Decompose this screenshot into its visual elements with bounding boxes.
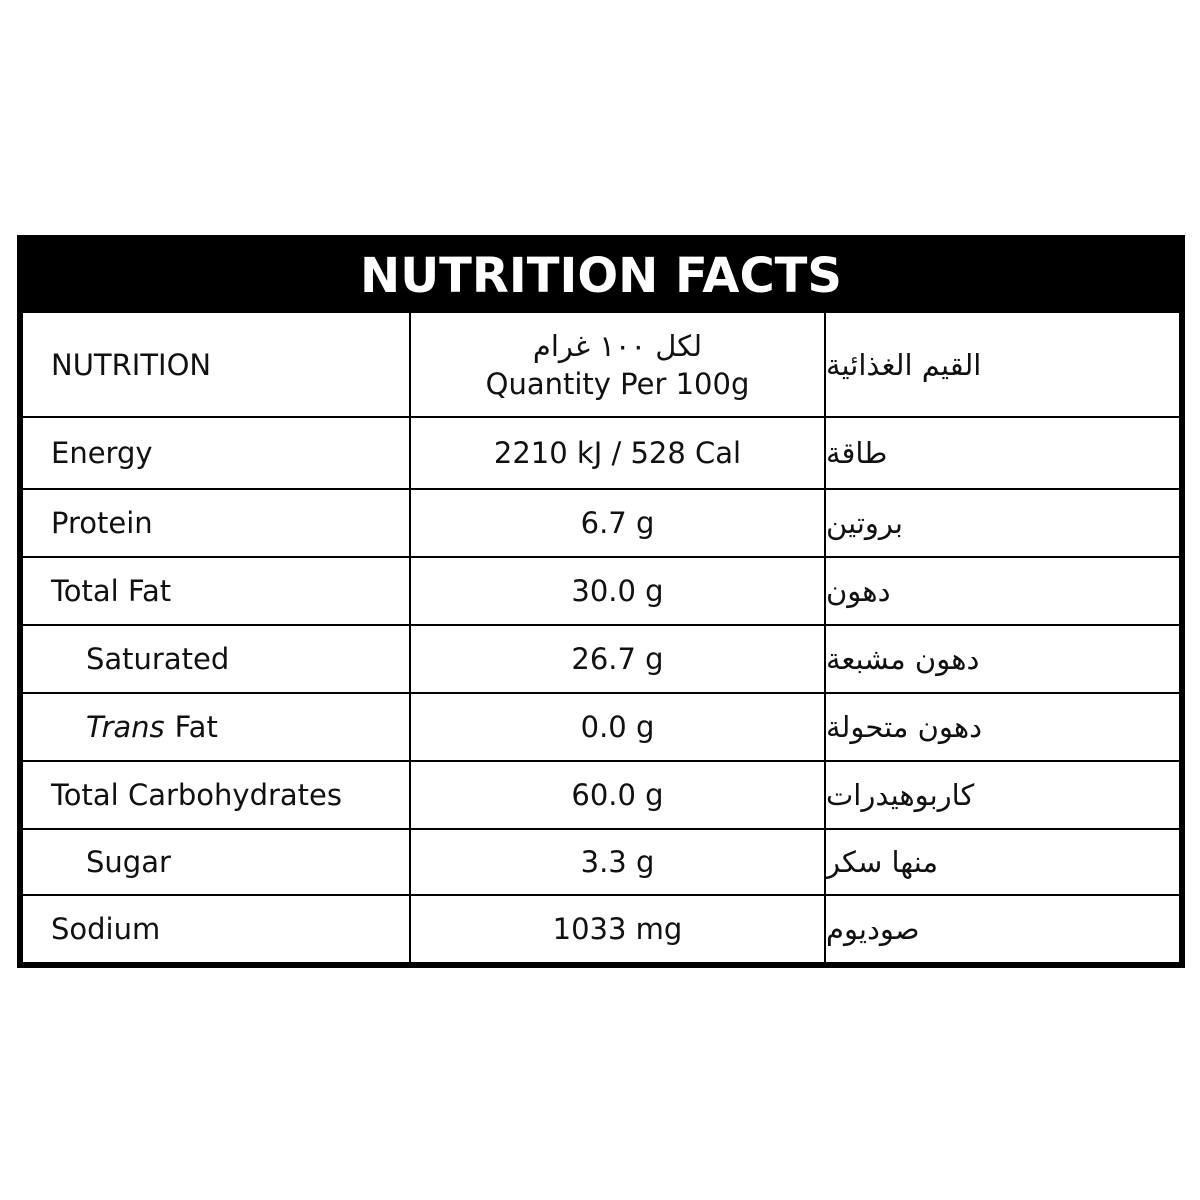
name-cell: Trans Fat <box>23 694 411 760</box>
name-italic: Trans <box>86 710 165 744</box>
amount-cell: 26.7 g <box>411 626 826 692</box>
name-cell: Sodium <box>23 896 411 962</box>
amount: 6.7 g <box>580 506 655 540</box>
amount-cell: 1033 mg <box>411 896 826 962</box>
amount: 2210 kJ / 528 Cal <box>493 436 742 470</box>
arabic-cell: دهون مشبعة <box>826 626 1179 692</box>
name-cell: Saturated <box>23 626 411 692</box>
name: Total Fat <box>51 574 172 608</box>
title: NUTRITION FACTS <box>23 241 1179 311</box>
amount: 3.3 g <box>580 845 655 879</box>
name-ar: بروتين <box>826 506 903 540</box>
name-ar: طاقة <box>826 436 888 470</box>
name: Fat <box>174 710 218 744</box>
row: Saturated 26.7 g دهون مشبعة <box>23 624 1179 692</box>
nutrition-table: NUTRITION FACTS NUTRITION لكل ١٠٠ غرام Q… <box>17 235 1185 968</box>
header-cell: القيم الغذائية <box>826 313 1179 416</box>
amount-cell: 30.0 g <box>411 558 826 624</box>
amount-cell: 0.0 g <box>411 694 826 760</box>
amount-cell: 3.3 g <box>411 830 826 894</box>
arabic-cell: بروتين <box>826 490 1179 556</box>
header-cell: NUTRITION <box>23 313 411 416</box>
name-ar: دهون متحولة <box>826 710 983 744</box>
name: Total Carbohydrates <box>51 778 343 812</box>
row: Trans Fat 0.0 g دهون متحولة <box>23 692 1179 760</box>
arabic-cell: كاربوهيدرات <box>826 762 1179 828</box>
amount-cell: 6.7 g <box>411 490 826 556</box>
row: Energy 2210 kJ / 528 Cal طاقة <box>23 416 1179 488</box>
header-text: Quantity Per 100g <box>485 366 750 401</box>
header-row: NUTRITION لكل ١٠٠ غرام Quantity Per 100g… <box>23 311 1179 416</box>
row: Sodium 1033 mg صوديوم <box>23 894 1179 962</box>
amount: 30.0 g <box>571 574 664 608</box>
name: Sugar <box>86 845 171 879</box>
name-ar: منها سكر <box>826 845 939 879</box>
header-cell: لكل ١٠٠ غرام Quantity Per 100g <box>411 313 826 416</box>
arabic-cell: منها سكر <box>826 830 1179 894</box>
name-cell: Total Carbohydrates <box>23 762 411 828</box>
name: Sodium <box>51 912 161 946</box>
amount: 26.7 g <box>571 642 664 676</box>
row: Protein 6.7 g بروتين <box>23 488 1179 556</box>
name: Protein <box>51 506 153 540</box>
name-ar: دهون <box>826 574 891 608</box>
header-text: NUTRITION <box>51 347 212 382</box>
arabic-cell: دهون متحولة <box>826 694 1179 760</box>
header-text: لكل ١٠٠ غرام <box>532 328 703 363</box>
name: Energy <box>51 436 153 470</box>
row: Total Fat 30.0 g دهون <box>23 556 1179 624</box>
arabic-cell: صوديوم <box>826 896 1179 962</box>
name-ar: صوديوم <box>826 912 920 946</box>
amount: 0.0 g <box>580 710 655 744</box>
header-text: القيم الغذائية <box>826 347 982 382</box>
amount: 60.0 g <box>571 778 664 812</box>
row: Total Carbohydrates 60.0 g كاربوهيدرات <box>23 760 1179 828</box>
arabic-cell: دهون <box>826 558 1179 624</box>
row: Sugar 3.3 g منها سكر <box>23 828 1179 894</box>
name-cell: Energy <box>23 418 411 488</box>
name-ar: كاربوهيدرات <box>826 778 975 812</box>
name-ar: دهون مشبعة <box>826 642 980 676</box>
amount-cell: 2210 kJ / 528 Cal <box>411 418 826 488</box>
name-cell: Protein <box>23 490 411 556</box>
amount: 1033 mg <box>552 912 683 946</box>
name: Saturated <box>86 642 230 676</box>
amount-cell: 60.0 g <box>411 762 826 828</box>
name-cell: Sugar <box>23 830 411 894</box>
arabic-cell: طاقة <box>826 418 1179 488</box>
name-cell: Total Fat <box>23 558 411 624</box>
